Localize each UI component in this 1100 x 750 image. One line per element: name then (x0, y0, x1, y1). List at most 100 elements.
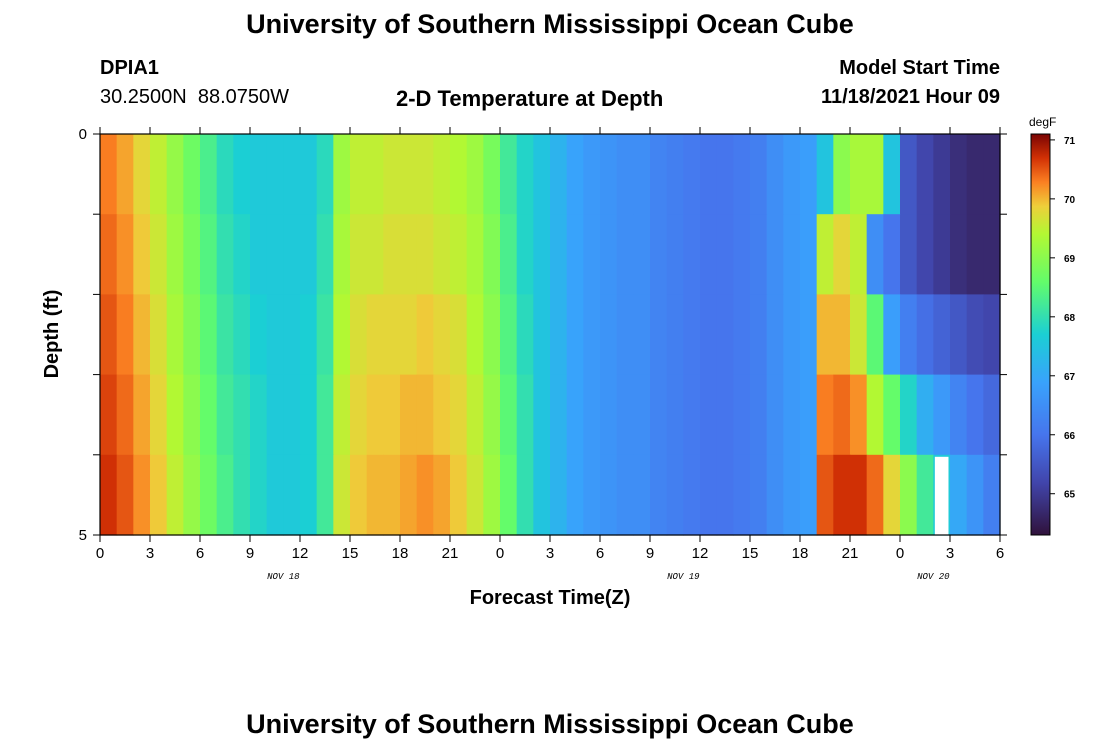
heatmap-cell (433, 134, 451, 215)
heatmap-cell (816, 214, 834, 295)
heatmap-cell (866, 214, 884, 295)
heatmap-cell (350, 454, 368, 536)
heatmap-cell (200, 454, 218, 536)
heatmap-cell (333, 214, 351, 295)
station-coordinates: 30.2500N 88.0750W (100, 86, 290, 108)
heatmap-cell (450, 134, 468, 215)
heatmap-cell (783, 374, 801, 456)
heatmap-cell (266, 294, 284, 376)
heatmap-cell (150, 454, 168, 536)
heatmap-cell (100, 134, 118, 215)
heatmap-cell (750, 134, 768, 215)
heatmap-cell (566, 214, 584, 295)
heatmap-cell (116, 214, 134, 295)
x-tick-label: 3 (946, 545, 954, 562)
heatmap-cell (700, 294, 718, 376)
heatmap-cell (383, 374, 401, 456)
heatmap-cell (283, 134, 301, 215)
heatmap-cell (116, 294, 134, 376)
x-tick-label: 9 (246, 545, 254, 562)
y-tick-label: 5 (79, 527, 87, 544)
heatmap-cell (100, 454, 118, 536)
heatmap-cell (500, 134, 518, 215)
heatmap-cell (250, 374, 268, 456)
heatmap-cell (950, 454, 968, 536)
heatmap-cell (483, 454, 501, 536)
heatmap-cell (200, 294, 218, 376)
heatmap-cell (616, 134, 634, 215)
colorbar-ticks: 71 70 69 68 67 66 65 (1050, 136, 1076, 501)
x-tick-label: 21 (442, 545, 459, 562)
heatmap-cell (750, 374, 768, 456)
heatmap-cell (166, 214, 184, 295)
x-tick-label: 6 (196, 545, 204, 562)
heatmap-cell (416, 454, 434, 536)
heatmap-cell (900, 294, 918, 376)
heatmap-cell (833, 454, 851, 536)
colorbar-tick-label: 71 (1064, 136, 1076, 147)
heatmap-cell (600, 294, 618, 376)
heatmap-cell (466, 294, 484, 376)
heatmap-cell (500, 214, 518, 295)
heatmap-cell (900, 134, 918, 215)
heatmap-cell (350, 374, 368, 456)
heatmap-cell (466, 134, 484, 215)
heatmap-cell (250, 214, 268, 295)
heatmap-cell (516, 374, 534, 456)
heatmap-cell (950, 374, 968, 456)
heatmap-cell (700, 134, 718, 215)
heatmap-cell (783, 294, 801, 376)
heatmap-cell (283, 214, 301, 295)
heatmap-cell (400, 214, 418, 295)
heatmap-cell (800, 214, 818, 295)
heatmap-cell (233, 294, 251, 376)
heatmap-cell (733, 214, 751, 295)
heatmap-cell (933, 214, 951, 295)
heatmap-cell (600, 374, 618, 456)
heatmap-cell (750, 294, 768, 376)
heatmap-cell (766, 134, 784, 215)
heatmap-cell (866, 134, 884, 215)
heatmap-cell (116, 134, 134, 215)
heatmap-cell (883, 294, 901, 376)
heatmap-cell (916, 374, 934, 456)
heatmap-cell (700, 454, 718, 536)
heatmap-cell (116, 374, 134, 456)
heatmap-cell (316, 294, 334, 376)
heatmap-cell (450, 374, 468, 456)
heatmap-cell (616, 294, 634, 376)
heatmap-cell (483, 374, 501, 456)
heatmap-cell (583, 214, 601, 295)
x-tick-label: 12 (692, 545, 709, 562)
heatmap-cell (683, 374, 701, 456)
colorbar-tick-label: 69 (1064, 254, 1076, 265)
heatmap-cell (716, 214, 734, 295)
heatmap-cell (466, 454, 484, 536)
heatmap-cell (516, 454, 534, 536)
heatmap-cells (100, 134, 1001, 536)
heatmap-cell (800, 294, 818, 376)
heatmap-cell (550, 214, 568, 295)
heatmap-cell (500, 454, 518, 536)
heatmap-cell (516, 134, 534, 215)
heatmap-cell (316, 454, 334, 536)
heatmap-cell (650, 134, 668, 215)
heatmap-cell (483, 294, 501, 376)
heatmap-cell (766, 294, 784, 376)
heatmap-cell (850, 454, 868, 536)
heatmap-cell (300, 294, 318, 376)
heatmap-cell (600, 454, 618, 536)
heatmap-cell (533, 134, 551, 215)
heatmap-cell (133, 214, 151, 295)
heatmap-cell (783, 214, 801, 295)
heatmap-cell (650, 374, 668, 456)
heatmap-cell (966, 294, 984, 376)
heatmap-cell (366, 374, 384, 456)
heatmap-cell (833, 214, 851, 295)
colorbar (1030, 133, 1051, 536)
model-start-value: 11/18/2021 Hour 09 (820, 86, 1000, 108)
heatmap-cell (883, 374, 901, 456)
heatmap-cell (150, 294, 168, 376)
x-tick-label: 0 (896, 545, 904, 562)
